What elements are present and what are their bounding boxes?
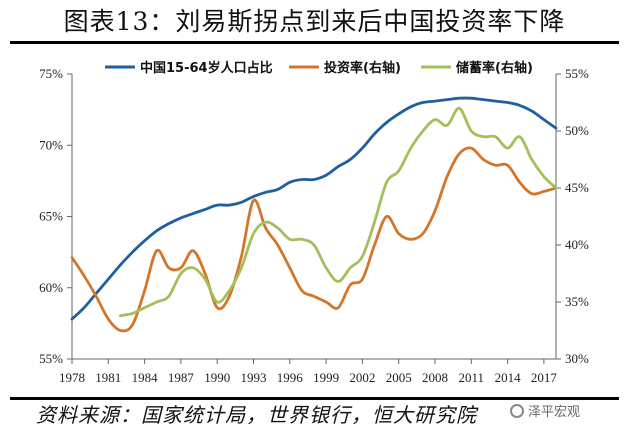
x-tick-label: 1999 <box>313 370 339 385</box>
x-tick-label: 1996 <box>277 370 304 385</box>
left-tick-label: 55% <box>39 351 63 366</box>
x-tick-label: 1981 <box>95 370 121 385</box>
x-tick-label: 1990 <box>204 370 230 385</box>
source-rule <box>10 397 619 400</box>
right-tick-label: 40% <box>565 237 589 252</box>
line-chart: 55% 60% 65% 70% 75% 30% 35% 40% 45% 50% 55% 1978 198… <box>39 60 589 385</box>
x-tick-label: 1987 <box>168 370 195 385</box>
x-tick-label: 2008 <box>422 370 448 385</box>
investment-rate-line <box>70 146 558 333</box>
figure-source: 资料来源：国家统计局，世界银行，恒大研究院 <box>36 403 477 427</box>
right-tick-label: 50% <box>565 123 589 138</box>
x-tick-label: 2005 <box>386 370 412 385</box>
watermark-logo-icon <box>510 403 524 418</box>
population-share-line <box>70 96 558 321</box>
left-tick-label: 70% <box>39 137 63 152</box>
x-tick-label: 2017 <box>531 370 558 385</box>
x-tick-label: 2002 <box>349 370 375 385</box>
right-tick-label: 55% <box>565 66 589 81</box>
legend-item-population-label: 中国15-64岁人口占比 <box>140 60 273 76</box>
legend-item-investment-label: 投资率(右轴) <box>324 60 401 76</box>
left-tick-label: 75% <box>39 66 63 81</box>
legend-item-savings-label: 储蓄率(右轴) <box>455 60 533 76</box>
x-tick-label: 2014 <box>495 370 522 385</box>
title-rule <box>10 41 619 44</box>
x-tick-label: 1993 <box>241 370 267 385</box>
x-tick-label: 1984 <box>132 370 159 385</box>
watermark: 泽平宏观 <box>510 401 580 420</box>
x-tick-label: 2011 <box>459 370 485 385</box>
right-tick-label: 30% <box>565 351 589 366</box>
left-tick-label: 65% <box>39 209 63 224</box>
savings-rate-line <box>119 106 558 318</box>
right-tick-label: 45% <box>565 180 589 195</box>
figure-title: 图表13：刘易斯拐点到来后中国投资率下降 <box>63 7 566 36</box>
left-tick-label: 60% <box>39 280 63 295</box>
x-tick-label: 1978 <box>59 370 85 385</box>
right-tick-label: 35% <box>565 294 589 309</box>
watermark-text: 泽平宏观 <box>528 405 581 420</box>
